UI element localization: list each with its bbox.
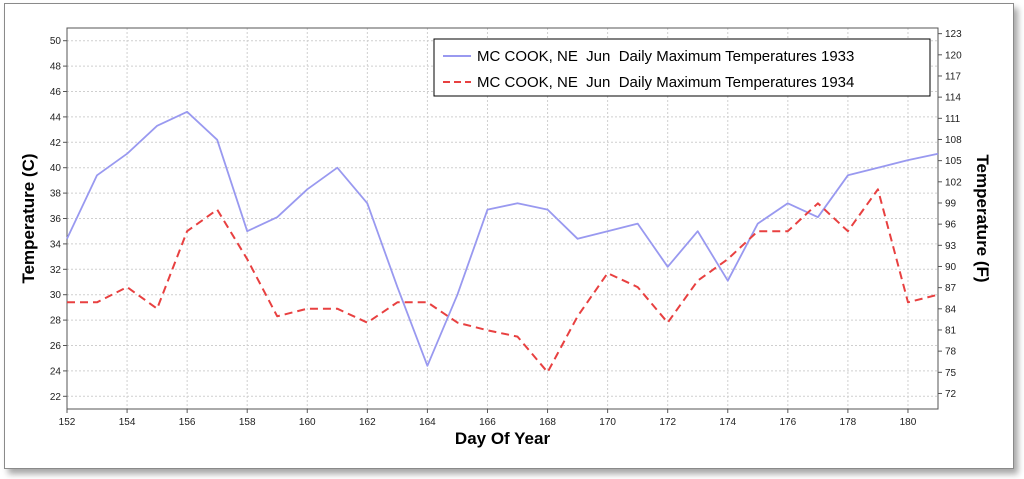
y-left-tick-label: 28 xyxy=(50,316,62,327)
y-left-tick-label: 26 xyxy=(50,341,62,352)
y-right-tick-label: 105 xyxy=(945,156,962,167)
y-right-tick-label: 81 xyxy=(945,325,957,336)
legend-label-1934: MC COOK, NE Jun Daily Maximum Temperatur… xyxy=(477,74,854,91)
x-tick-label: 168 xyxy=(539,417,556,428)
y-left-tick-label: 32 xyxy=(50,265,62,276)
chart-frame: 152 154 156 158 160 162 164 166 168 170 172 174 176 1… xyxy=(4,3,1014,469)
x-tick-label: 172 xyxy=(659,417,676,428)
y-right-tick-label: 72 xyxy=(945,389,957,400)
y-right-tick-label: 84 xyxy=(945,304,957,315)
y-left-tick-label: 38 xyxy=(50,189,62,200)
y-right-tick-label: 93 xyxy=(945,241,957,252)
y-axis-left: 22 24 26 28 30 32 34 36 38 40 42 44 46 48 50 xyxy=(50,36,67,403)
x-tick-label: 160 xyxy=(299,417,316,428)
x-axis-title: Day Of Year xyxy=(455,429,551,448)
x-tick-label: 176 xyxy=(779,417,796,428)
y-right-tick-label: 96 xyxy=(945,220,957,231)
y-right-tick-label: 75 xyxy=(945,368,957,379)
y-right-tick-label: 99 xyxy=(945,198,957,209)
y-right-tick-label: 123 xyxy=(945,29,962,40)
y-right-tick-label: 108 xyxy=(945,135,962,146)
legend: MC COOK, NE Jun Daily Maximum Temperatur… xyxy=(433,38,931,97)
x-tick-label: 178 xyxy=(840,417,857,428)
y-left-tick-label: 42 xyxy=(50,138,62,149)
y-left-tick-label: 30 xyxy=(50,290,62,301)
x-tick-label: 180 xyxy=(900,417,917,428)
y-left-tick-label: 46 xyxy=(50,87,62,98)
y-axis-right: 72 75 78 81 84 87 90 93 96 99 102 105 108 111 114 117 12… xyxy=(938,29,962,400)
y-right-tick-label: 78 xyxy=(945,347,957,358)
y-left-tick-label: 40 xyxy=(50,163,62,174)
y-right-tick-label: 87 xyxy=(945,283,957,294)
series-line-1933 xyxy=(66,110,939,367)
x-tick-label: 166 xyxy=(479,417,496,428)
y-axis-left-title: Temperature (C) xyxy=(19,153,38,283)
x-tick-label: 158 xyxy=(239,417,256,428)
y-right-tick-label: 90 xyxy=(945,262,957,273)
y-left-tick-label: 34 xyxy=(50,239,62,250)
series-line-1934 xyxy=(67,188,939,374)
y-axis-right-title: Temperature (F) xyxy=(973,154,992,282)
y-left-tick-label: 24 xyxy=(50,366,62,377)
y-right-tick-label: 114 xyxy=(945,93,961,104)
x-axis: 152 154 156 158 160 162 164 166 168 170 172 174 176 1… xyxy=(59,409,917,428)
x-tick-label: 164 xyxy=(419,417,436,428)
y-right-tick-label: 102 xyxy=(945,177,962,188)
y-left-tick-label: 48 xyxy=(50,62,62,73)
y-right-tick-label: 117 xyxy=(945,71,961,82)
y-left-tick-label: 36 xyxy=(50,214,62,225)
y-right-tick-label: 120 xyxy=(945,50,962,61)
y-left-tick-label: 44 xyxy=(50,112,62,123)
x-tick-label: 162 xyxy=(359,417,376,428)
x-tick-label: 152 xyxy=(59,417,76,428)
y-left-tick-label: 50 xyxy=(50,36,62,47)
series-group xyxy=(66,110,939,374)
y-right-tick-label: 111 xyxy=(945,114,961,125)
x-tick-label: 154 xyxy=(119,417,136,428)
legend-box xyxy=(433,38,931,97)
x-tick-label: 174 xyxy=(719,417,736,428)
y-left-tick-label: 22 xyxy=(50,392,62,403)
chart: 152 154 156 158 160 162 164 166 168 170 172 174 176 1… xyxy=(19,27,992,448)
x-tick-label: 156 xyxy=(179,417,196,428)
legend-label-1933: MC COOK, NE Jun Daily Maximum Temperatur… xyxy=(477,48,854,65)
x-tick-label: 170 xyxy=(599,417,616,428)
